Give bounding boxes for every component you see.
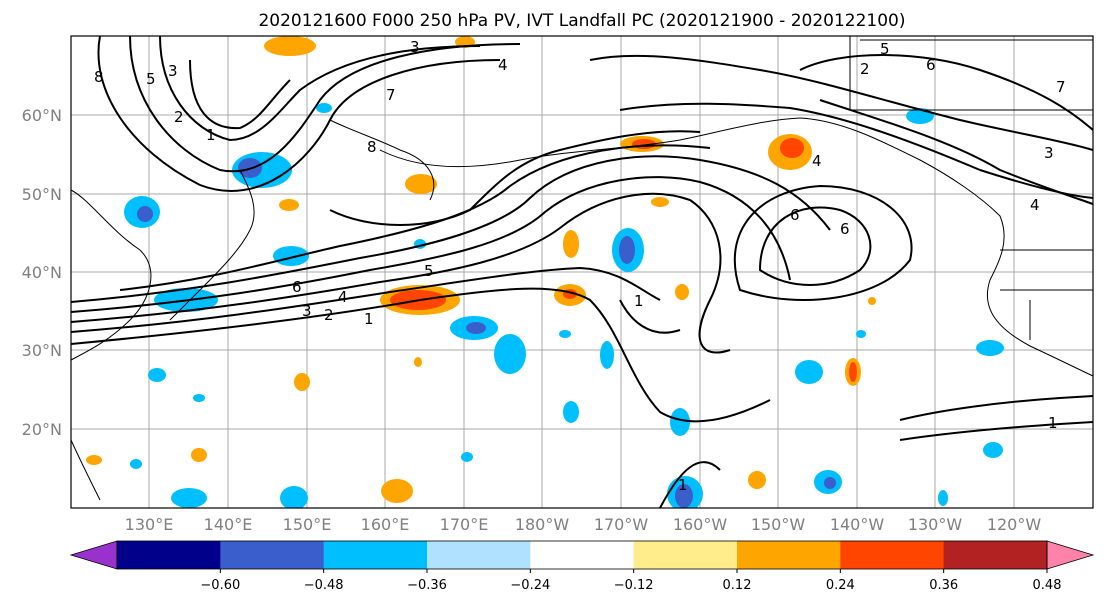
colorbar-tick-label: −0.36 (407, 578, 447, 593)
colorbar-tick-label: 0.48 (1033, 578, 1062, 593)
colorbar-tick-label: −0.48 (304, 578, 344, 593)
contour-label: 5 (146, 70, 156, 88)
colorbar-segment (117, 541, 221, 569)
lat-label: 50°N (22, 185, 62, 204)
colorbar-segment (427, 541, 531, 569)
contour-label: 5 (424, 262, 434, 280)
contour-label: 3 (168, 62, 178, 80)
colorbar-extend-low (69, 540, 118, 570)
lon-label: 140°W (830, 515, 885, 534)
colorbar-tick-label: −0.24 (510, 578, 550, 593)
lon-label: 130°E (125, 515, 174, 534)
contour-label: 2 (324, 306, 334, 324)
colorbar: −0.60 −0.48 −0.36 −0.24 −0.12 0.12 0.24 0.36 0.4… (69, 540, 1095, 593)
lat-label: 20°N (22, 420, 62, 439)
contour-label: 6 (926, 56, 936, 74)
colorbar-tick-label: 0.36 (929, 578, 958, 593)
lat-label: 40°N (22, 263, 62, 282)
colorbar-tick-label: −0.12 (614, 578, 654, 593)
colorbar-tick-label: −0.60 (200, 578, 240, 593)
contour-label: 2 (174, 108, 184, 126)
pv-anomaly-fills (86, 36, 1004, 508)
contour-label: 6 (292, 278, 302, 296)
lon-label: 170°E (440, 515, 489, 534)
lon-label: 150°E (283, 515, 332, 534)
colorbar-segment (737, 541, 841, 569)
contour-label: 1 (364, 310, 374, 328)
lon-label: 130°W (908, 515, 963, 534)
contour-label: 4 (1030, 196, 1040, 214)
contour-label: 6 (840, 220, 850, 238)
latitude-axis: 60°N 50°N 40°N 30°N 20°N (22, 106, 62, 439)
contour-label: 4 (498, 56, 508, 74)
contour-label: 8 (367, 138, 377, 156)
lon-label: 160°E (361, 515, 410, 534)
lon-label: 150°W (751, 515, 806, 534)
colorbar-extend-high (1046, 540, 1095, 570)
longitude-axis: 130°E 140°E 150°E 160°E 170°E 180°W 170°… (125, 515, 1042, 534)
contour-label: 1 (678, 476, 688, 494)
contour-label: 8 (94, 68, 104, 86)
colorbar-tick-label: 0.24 (826, 578, 855, 593)
contour-label: 1 (634, 292, 644, 310)
contour-labels: 8 5 3 2 1 6 4 7 8 1 6 4 3 2 1 5 4 6 7 5 (94, 38, 1066, 494)
contour-label: 1 (1048, 414, 1058, 432)
contour-label: 1 (206, 126, 216, 144)
map-title: 2020121600 F000 250 hPa PV, IVT Landfall… (258, 11, 905, 31)
colorbar-segment (530, 541, 635, 569)
colorbar-tick-label: 0.12 (723, 578, 752, 593)
coastlines (71, 36, 1093, 501)
contour-label: 4 (338, 288, 348, 306)
lat-label: 60°N (22, 106, 62, 125)
contour-label: 5 (880, 40, 890, 58)
contour-label: 7 (386, 86, 396, 104)
lon-label: 120°W (987, 515, 1042, 534)
colorbar-segment (323, 541, 428, 569)
colorbar-segment (633, 541, 738, 569)
lat-label: 30°N (22, 341, 62, 360)
lon-label: 170°W (594, 515, 649, 534)
contour-label: 6 (790, 206, 800, 224)
map-panel: 8 5 3 2 1 6 4 7 8 1 6 4 3 2 1 5 4 6 7 5 (70, 35, 1094, 509)
contour-label: 7 (1056, 78, 1066, 96)
lon-label: 140°E (204, 515, 253, 534)
map-border (70, 35, 1094, 509)
contour-label: 2 (860, 60, 870, 78)
lon-label: 160°W (673, 515, 728, 534)
contour-label: 4 (812, 152, 822, 170)
contour-label: 3 (302, 302, 312, 320)
contour-label: 3 (1044, 144, 1054, 162)
colorbar-segment (943, 541, 1048, 569)
colorbar-frame (116, 540, 1048, 570)
lon-label: 180°W (515, 515, 570, 534)
contour-label: 3 (410, 38, 420, 56)
colorbar-segment (840, 541, 945, 569)
colorbar-segment (220, 541, 325, 569)
